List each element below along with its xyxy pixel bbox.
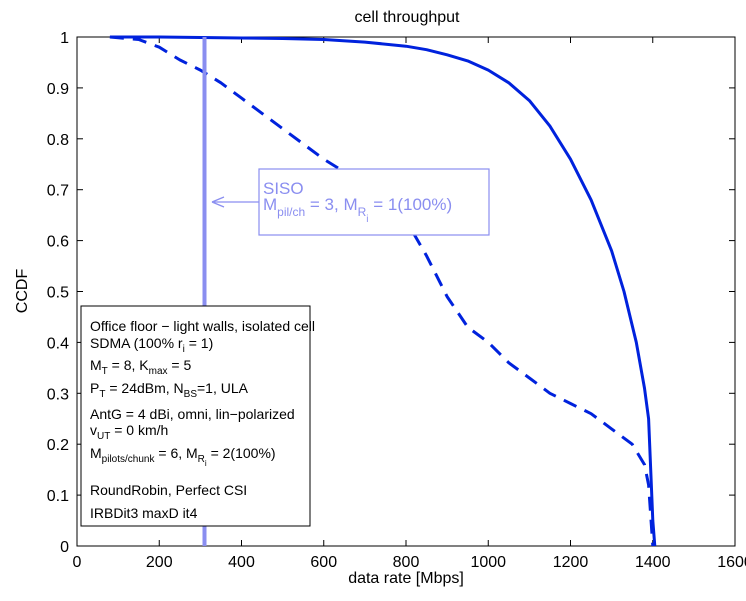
x-tick-label: 800 [393,554,420,571]
y-tick-label: 0.2 [47,437,69,454]
info-line-5: AntG = 4 dBi, omni, lin−polarized [90,406,295,422]
x-tick-label: 1000 [470,554,506,571]
siso-annotation: SISO Mpil/ch = 3, MRi = 1(100%) [211,168,490,236]
info-line-6: vUT = 0 km/h [90,422,168,442]
info-line-3: MT = 8, Kmax = 5 [90,357,192,377]
x-tick-label: 1200 [553,554,589,571]
y-tick-label: 0.9 [47,81,69,98]
siso-params: Mpil/ch = 3, MRi = 1(100%) [263,195,452,225]
info-line-8: RoundRobin, Perfect CSI [90,482,247,498]
y-tick-label: 0.8 [47,132,69,149]
y-tick-label: 0.7 [47,183,69,200]
x-tick-label: 400 [228,554,255,571]
info-line-4: PT = 24dBm, NBS=1, ULA [90,380,249,400]
info-box: Office floor − light walls, isolated cel… [80,305,315,527]
x-tick-label: 600 [310,554,337,571]
y-tick-label: 0.6 [47,234,69,251]
y-tick-label: 0.1 [47,488,69,505]
x-tick-label: 200 [146,554,173,571]
y-tick-label: 0.3 [47,386,69,403]
y-tick-label: 0.4 [47,335,69,352]
y-tick-label: 0.5 [47,285,69,302]
y-tick-label: 0 [60,539,69,556]
x-tick-label: 0 [73,554,82,571]
x-axis-label: data rate [Mbps] [348,570,464,587]
y-tick-label: 1 [60,30,69,47]
siso-label: SISO [263,179,304,198]
info-line-9: IRBDit3 maxD it4 [90,505,198,521]
series-line-solid [109,35,657,547]
x-tick-label: 1400 [635,554,671,571]
info-line-7: Mpilots/chunk = 6, MRi = 2(100%) [90,445,276,468]
series-line-dashed [109,35,655,547]
siso-annotation-box [258,168,490,236]
siso-arrow-head [211,196,225,208]
chart-title: cell throughput [355,9,461,26]
info-line-2: SDMA (100% ri = 1) [90,335,213,355]
info-line-1: Office floor − light walls, isolated cel… [90,318,315,334]
y-axis-label: CCDF [14,269,31,314]
info-box-frame [80,305,311,527]
